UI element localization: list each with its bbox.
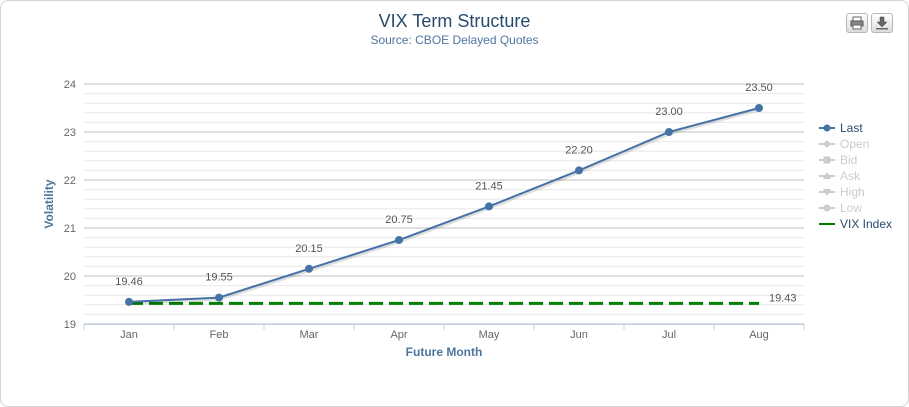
y-axis-title: Volatility [42, 179, 56, 228]
data-label-last: 19.46 [115, 276, 143, 288]
data-label-last: 21.45 [475, 180, 503, 192]
printer-icon [850, 16, 864, 30]
legend-symbol [819, 204, 835, 212]
data-label-last: 19.55 [205, 272, 233, 284]
data-point-last [215, 293, 223, 302]
legend-label: High [840, 185, 865, 199]
y-tick-label: 20 [64, 271, 76, 283]
download-icon [876, 16, 888, 30]
y-tick-label: 24 [64, 79, 76, 91]
x-tick-label: Jul [662, 329, 676, 341]
data-label-last: 20.15 [295, 243, 323, 255]
legend-item-low[interactable]: Low [818, 200, 892, 216]
data-point-last [755, 104, 763, 112]
legend-symbol [819, 124, 835, 132]
legend-label: VIX Index [840, 217, 893, 231]
legend-item-bid[interactable]: Bid [818, 152, 892, 168]
y-tick-label: 23 [64, 127, 76, 139]
legend-symbol [819, 223, 835, 225]
x-tick-label: Jun [570, 329, 588, 341]
x-tick-label: Feb [210, 329, 229, 341]
series-line-last [128, 107, 760, 303]
y-tick-label: 19 [64, 319, 76, 331]
x-tick-label: Jan [120, 329, 138, 341]
print-button[interactable] [846, 13, 868, 33]
legend-item-last[interactable]: Last [818, 120, 892, 136]
data-point-last [395, 236, 403, 244]
y-tick-label: 21 [64, 223, 76, 235]
chart-title: VIX Term Structure [378, 11, 531, 31]
data-point-last [485, 202, 493, 211]
legend-item-high[interactable]: High [818, 184, 892, 200]
data-point-last [305, 264, 313, 273]
series-shadow-last [129, 107, 761, 305]
data-point-last [125, 297, 133, 306]
data-label-vix-index: 19.43 [769, 292, 797, 304]
legend-item-vix-index[interactable]: VIX Index [818, 216, 892, 232]
export-button[interactable] [871, 13, 893, 33]
data-point-last [665, 128, 673, 136]
legend-symbol [819, 172, 835, 179]
chart-subtitle: Source: CBOE Delayed Quotes [370, 33, 539, 47]
x-tick-label: Apr [390, 329, 407, 341]
legend-label: Bid [840, 153, 858, 167]
legend-label: Last [840, 121, 863, 135]
x-tick-label: Mar [300, 329, 319, 341]
legend-symbol [819, 189, 835, 196]
data-label-last: 20.75 [385, 214, 413, 226]
data-label-last: 23.50 [745, 82, 773, 94]
x-axis-title: Future Month [406, 345, 483, 359]
data-label-last: 22.20 [565, 144, 593, 156]
legend-item-ask[interactable]: Ask [818, 168, 892, 184]
data-point-last [575, 166, 583, 175]
legend-label: Low [840, 201, 863, 215]
legend-label: Open [840, 137, 870, 151]
data-label-last: 23.00 [655, 106, 683, 118]
legend-label: Ask [840, 169, 861, 183]
y-tick-label: 22 [64, 175, 76, 187]
x-tick-label: May [479, 329, 500, 341]
legend-symbol [819, 140, 835, 148]
chart-legend: Last Open Bid Ask High Low VIX Index [818, 120, 892, 232]
legend-symbol [819, 156, 835, 164]
x-tick-label: Aug [749, 329, 769, 341]
legend-item-open[interactable]: Open [818, 136, 892, 152]
